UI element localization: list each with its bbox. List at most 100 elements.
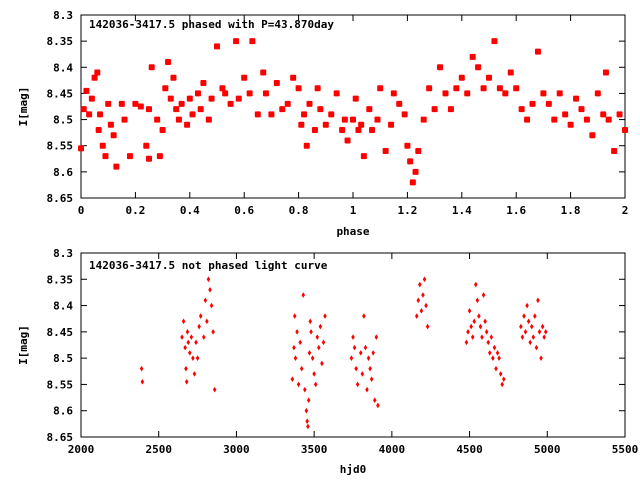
- data-point: [358, 121, 365, 128]
- data-point: [536, 297, 540, 304]
- data-point: [453, 85, 460, 92]
- data-point: [407, 158, 414, 165]
- data-point: [475, 64, 482, 71]
- data-point: [102, 153, 109, 160]
- x-tick-label: 0.8: [289, 204, 309, 217]
- data-point: [333, 90, 340, 97]
- data-point: [292, 344, 296, 351]
- data-point: [481, 292, 486, 298]
- data-point: [421, 292, 425, 298]
- data-point: [464, 90, 471, 97]
- data-point: [295, 329, 299, 335]
- data-point: [301, 111, 308, 118]
- y-tick-label: 8.4: [53, 300, 73, 313]
- data-point: [583, 116, 590, 123]
- data-point: [299, 365, 304, 372]
- data-point: [290, 376, 295, 382]
- data-point: [415, 147, 422, 154]
- data-point: [290, 74, 297, 81]
- phased-data-points: [78, 38, 628, 186]
- data-point: [616, 111, 623, 118]
- data-point: [469, 323, 473, 330]
- data-point: [491, 355, 495, 361]
- data-point: [486, 339, 490, 346]
- data-point: [542, 334, 546, 340]
- data-point: [140, 379, 145, 385]
- unphased-y-ticks: 8.3 8.35 8.4 8.45 8.5 8.55 8.6 8.65: [47, 247, 625, 444]
- data-point: [350, 116, 356, 123]
- data-point: [249, 38, 256, 45]
- data-point: [312, 371, 316, 377]
- data-point: [464, 339, 469, 346]
- data-point: [301, 292, 306, 298]
- data-point: [540, 90, 547, 97]
- data-point: [496, 85, 503, 92]
- data-point: [475, 297, 480, 304]
- x-tick-label: 3000: [223, 443, 250, 456]
- y-tick-label: 8.35: [47, 35, 74, 48]
- data-point: [551, 116, 558, 123]
- unphased-plot-title: 142036-3417.5 not phased light curve: [89, 259, 328, 272]
- data-point: [545, 100, 552, 107]
- data-point: [159, 127, 166, 134]
- data-point: [556, 90, 563, 97]
- data-point: [412, 168, 419, 175]
- data-point: [524, 116, 531, 123]
- data-point: [534, 344, 539, 351]
- data-point: [354, 365, 358, 372]
- data-point: [273, 79, 280, 86]
- y-tick-label: 8.55: [47, 378, 74, 391]
- data-point: [519, 323, 523, 330]
- data-point: [320, 360, 324, 367]
- data-point: [296, 381, 301, 388]
- y-tick-label: 8.3: [53, 247, 73, 260]
- data-point: [328, 111, 335, 118]
- data-point: [431, 106, 438, 113]
- data-point: [534, 48, 541, 55]
- phased-light-curve-panel: 0 0.2 0.4 0.6 0.8 1 1.2 1.4 1.6 1.8 2 8.38.358.48.…: [17, 9, 628, 238]
- data-point: [148, 64, 155, 71]
- data-point: [414, 313, 419, 319]
- data-point: [235, 95, 242, 102]
- data-point: [298, 121, 305, 128]
- data-point: [478, 323, 483, 330]
- x-tick-label: 0.4: [180, 204, 200, 217]
- data-point: [533, 313, 537, 319]
- data-point: [162, 85, 169, 92]
- x-tick-label: 2500: [145, 443, 172, 456]
- data-point: [491, 38, 498, 45]
- data-point: [419, 308, 424, 314]
- data-point: [268, 111, 275, 118]
- data-point: [241, 74, 248, 81]
- data-point: [323, 313, 327, 319]
- data-point: [205, 318, 209, 325]
- data-point: [186, 95, 193, 102]
- data-point: [360, 153, 367, 160]
- data-point: [137, 103, 144, 110]
- data-point: [88, 95, 95, 102]
- data-point: [143, 142, 150, 149]
- data-point: [203, 297, 208, 304]
- data-point: [227, 100, 234, 107]
- data-point: [313, 381, 318, 388]
- data-point: [531, 334, 536, 340]
- data-point: [472, 318, 476, 325]
- data-point: [181, 318, 186, 325]
- data-point: [191, 355, 195, 361]
- data-point: [318, 323, 323, 330]
- data-point: [502, 376, 506, 382]
- data-point: [132, 100, 139, 107]
- data-point: [94, 69, 101, 76]
- data-point: [173, 106, 180, 113]
- data-point: [520, 334, 525, 340]
- data-point: [470, 334, 475, 340]
- data-point: [317, 106, 324, 113]
- data-point: [376, 402, 380, 409]
- data-point: [260, 69, 267, 76]
- data-point: [214, 43, 220, 50]
- unphased-x-axis-label: hjd0: [340, 463, 367, 476]
- x-tick-label: 4500: [456, 443, 483, 456]
- x-tick-label: 3500: [301, 443, 328, 456]
- data-point: [543, 329, 548, 335]
- data-point: [480, 85, 487, 92]
